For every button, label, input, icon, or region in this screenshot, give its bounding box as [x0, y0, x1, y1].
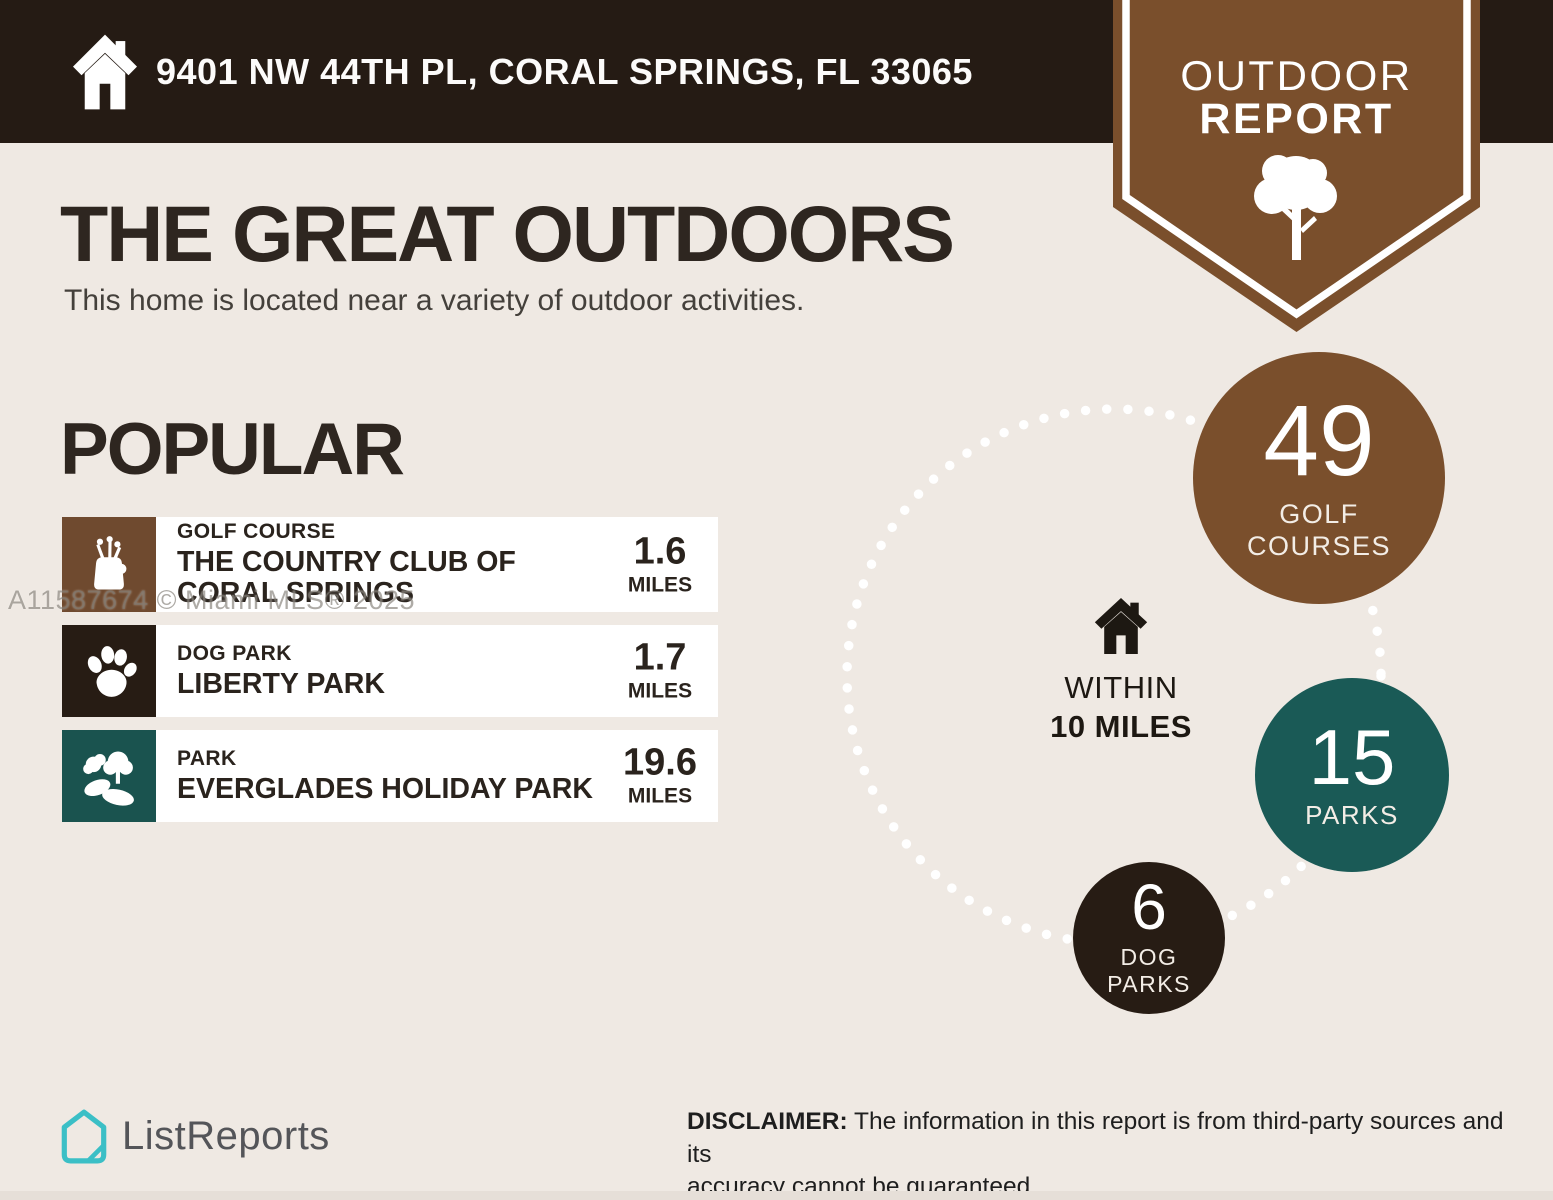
disclaimer-label: DISCLAIMER:	[687, 1108, 848, 1135]
mls-watermark: A11587674 © Miami MLS® 2025	[8, 585, 416, 615]
listreports-logo: ListReports	[60, 1108, 330, 1164]
item-category: PARK	[177, 746, 237, 770]
item-distance-unit: MILES	[627, 573, 693, 596]
list-item-dog-park: DOG PARK LIBERTY PARK 1.7 MILES	[62, 625, 718, 717]
page-subtitle: This home is located near a variety of o…	[64, 284, 805, 317]
disclaimer: DISCLAIMER: The information in this repo…	[687, 1106, 1507, 1200]
brand-name: ListReports	[122, 1113, 330, 1158]
item-name: LIBERTY PARK	[177, 667, 385, 700]
property-address: 9401 NW 44TH PL, CORAL SPRINGS, FL 33065	[156, 50, 973, 92]
stat-circle-golf-courses: 49 GOLF COURSES	[1193, 352, 1445, 604]
badge-line1: OUTDOOR	[1180, 52, 1412, 99]
popular-heading: POPULAR	[60, 409, 405, 490]
within-label: WITHIN	[1064, 670, 1178, 705]
item-category: DOG PARK	[177, 641, 292, 665]
golf-courses-count: 49	[1263, 384, 1375, 497]
item-distance-unit: MILES	[627, 784, 693, 808]
disclaimer-line1: The information in this report is from t…	[687, 1108, 1504, 1168]
bottom-edge-strip	[0, 1191, 1553, 1200]
within-radius-block: WITHIN 10 MILES	[1021, 597, 1221, 745]
stat-circle-parks: 15 PARKS	[1255, 678, 1449, 872]
item-distance: 19.6	[623, 741, 697, 784]
within-distance: 10 MILES	[1050, 709, 1192, 744]
tree-icon	[1254, 155, 1337, 260]
item-name: EVERGLADES HOLIDAY PARK	[177, 772, 593, 805]
item-name: THE COUNTRY CLUB OF CORAL SPRINGS	[177, 545, 516, 609]
badge-line2: REPORT	[1199, 95, 1393, 143]
dog-parks-label: DOG PARKS	[1107, 944, 1191, 998]
dog-parks-count: 6	[1131, 871, 1167, 944]
item-distance-unit: MILES	[627, 679, 693, 703]
page-title: THE GREAT OUTDOORS	[60, 189, 955, 278]
stat-circle-dog-parks: 6 DOG PARKS	[1073, 862, 1225, 1014]
house-icon	[1094, 598, 1148, 654]
item-category: GOLF COURSE	[177, 519, 336, 543]
item-distance: 1.6	[633, 530, 687, 572]
list-item-golf-course: GOLF COURSE THE COUNTRY CLUB OF CORAL SP…	[62, 517, 718, 612]
paw-icon	[62, 625, 156, 717]
park-icon	[62, 730, 156, 822]
listreports-house-icon	[61, 1109, 107, 1164]
outdoor-report-badge: OUTDOOR REPORT	[1113, 0, 1480, 332]
parks-label: PARKS	[1305, 799, 1399, 830]
parks-count: 15	[1308, 712, 1396, 801]
golf-courses-label: GOLF COURSES	[1246, 498, 1392, 561]
home-icon	[73, 34, 137, 110]
golf-bag-icon	[62, 517, 156, 612]
list-item-park: PARK EVERGLADES HOLIDAY PARK 19.6 MILES	[62, 730, 718, 822]
item-distance: 1.7	[633, 636, 687, 679]
